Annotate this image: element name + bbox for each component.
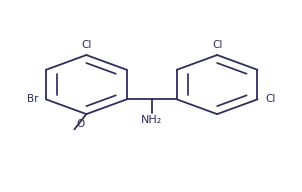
Text: O: O [77, 119, 85, 129]
Text: NH₂: NH₂ [141, 115, 162, 125]
Text: Br: Br [27, 94, 38, 104]
Text: Cl: Cl [265, 94, 275, 104]
Text: Cl: Cl [212, 40, 222, 50]
Text: Cl: Cl [81, 40, 92, 50]
